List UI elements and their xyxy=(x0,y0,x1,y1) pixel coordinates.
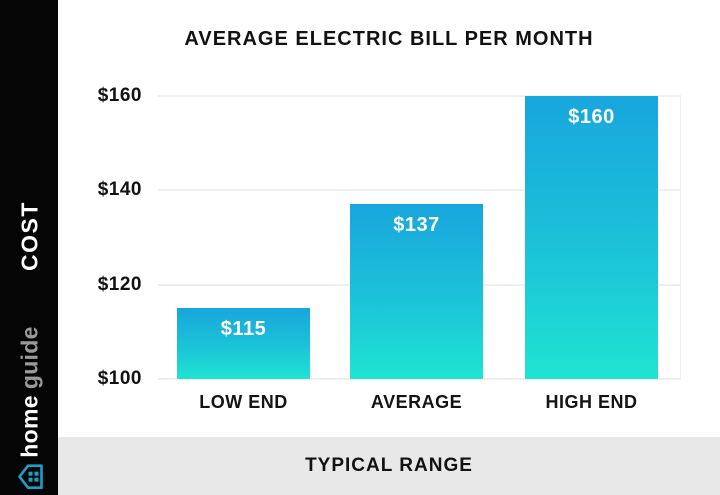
y-axis-tick-label: $160 xyxy=(97,85,142,106)
bar-low-end: $115 xyxy=(177,308,310,379)
bar-value-label: $160 xyxy=(568,106,615,128)
homeguide-logo: home guide xyxy=(17,326,44,489)
brand-name-guide: guide xyxy=(16,326,43,390)
x-axis-label-high-end: HIGH END xyxy=(545,392,638,412)
bar-value-label: $115 xyxy=(220,318,267,341)
gridline-160 xyxy=(158,95,681,97)
homeguide-house-icon xyxy=(17,464,43,490)
chart-title: AVERAGE ELECTRIC BILL PER MONTH xyxy=(184,28,594,50)
bar-value-label: $137 xyxy=(393,214,440,237)
x-axis-label-average: AVERAGE xyxy=(370,392,463,412)
gridline-140 xyxy=(158,189,681,192)
y-axis-tick-label: $140 xyxy=(97,179,142,201)
brand-name-home: home xyxy=(16,395,43,458)
y-axis-tick-label: $120 xyxy=(97,273,142,295)
plot-right-border xyxy=(680,96,681,380)
y-axis-title: COST xyxy=(16,201,43,271)
x-axis-title: TYPICAL RANGE xyxy=(305,455,473,476)
bar-average: $137 xyxy=(350,204,483,379)
footer-band: TYPICAL RANGE xyxy=(58,437,720,495)
bar-high-end: $160 xyxy=(525,96,658,379)
x-axis-label-low-end: LOW END xyxy=(199,392,288,412)
gridline-100 xyxy=(158,378,681,380)
y-axis-tick-label: $100 xyxy=(97,368,142,389)
sidebar: COST home guide xyxy=(0,0,58,495)
